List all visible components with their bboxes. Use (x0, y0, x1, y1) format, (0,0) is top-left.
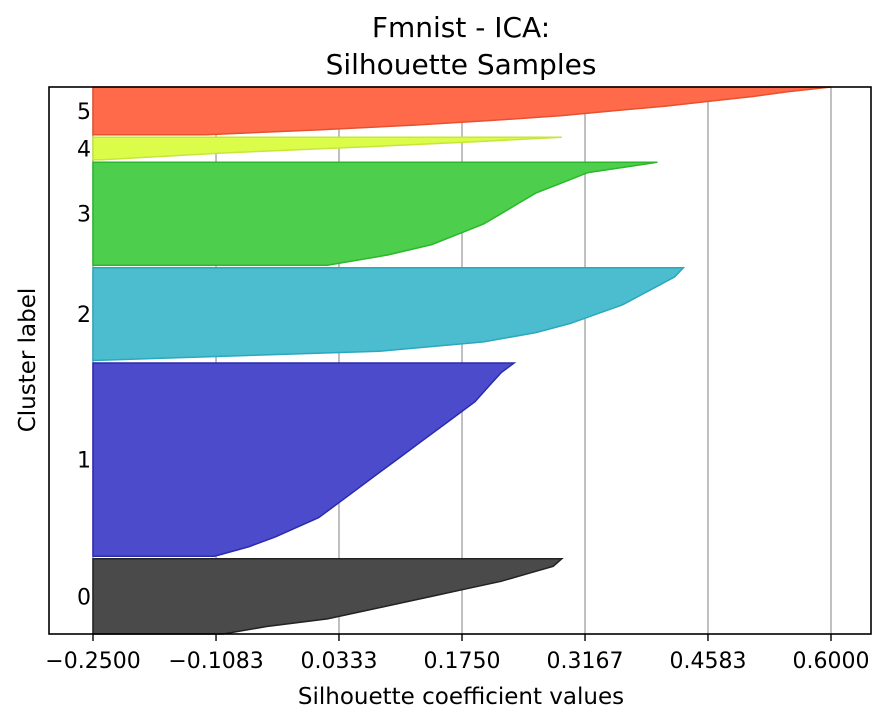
plot-frame (48, 86, 872, 635)
cluster-label-2: 2 (77, 303, 91, 328)
cluster-area-3 (92, 161, 658, 266)
x-tick-label: 0.4583 (669, 649, 746, 674)
cluster-label-0: 0 (77, 585, 91, 610)
cluster-label-1: 1 (77, 449, 91, 474)
cluster-area-0 (92, 557, 564, 635)
x-tick-label: 0.6000 (793, 649, 870, 674)
cluster-label-4: 4 (77, 138, 91, 163)
x-tick-label: 0.1750 (424, 649, 501, 674)
x-tick-label: 0.0333 (300, 649, 377, 674)
x-axis-ticks: −0.2500 −0.1083 0.0333 0.1750 0.3167 0.4583 0.… (45, 634, 869, 674)
cluster-area-4 (92, 136, 562, 161)
cluster-areas (92, 86, 832, 635)
x-tick-label: 0.3167 (547, 649, 624, 674)
x-axis-label: Silhouette coefficient values (298, 684, 624, 710)
cluster-area-2 (92, 266, 686, 362)
x-tick-label: −0.2500 (45, 649, 140, 674)
cluster-label-5: 5 (77, 100, 91, 125)
y-axis-label: Cluster label (15, 288, 41, 433)
chart-title-line2: Silhouette Samples (326, 48, 597, 81)
x-tick-label: −0.1083 (168, 649, 263, 674)
cluster-area-1 (92, 362, 517, 557)
chart-title-line1: Fmnist - ICA: (372, 11, 550, 44)
cluster-labels: 0 1 2 3 4 5 (77, 100, 91, 611)
cluster-label-3: 3 (77, 203, 91, 228)
